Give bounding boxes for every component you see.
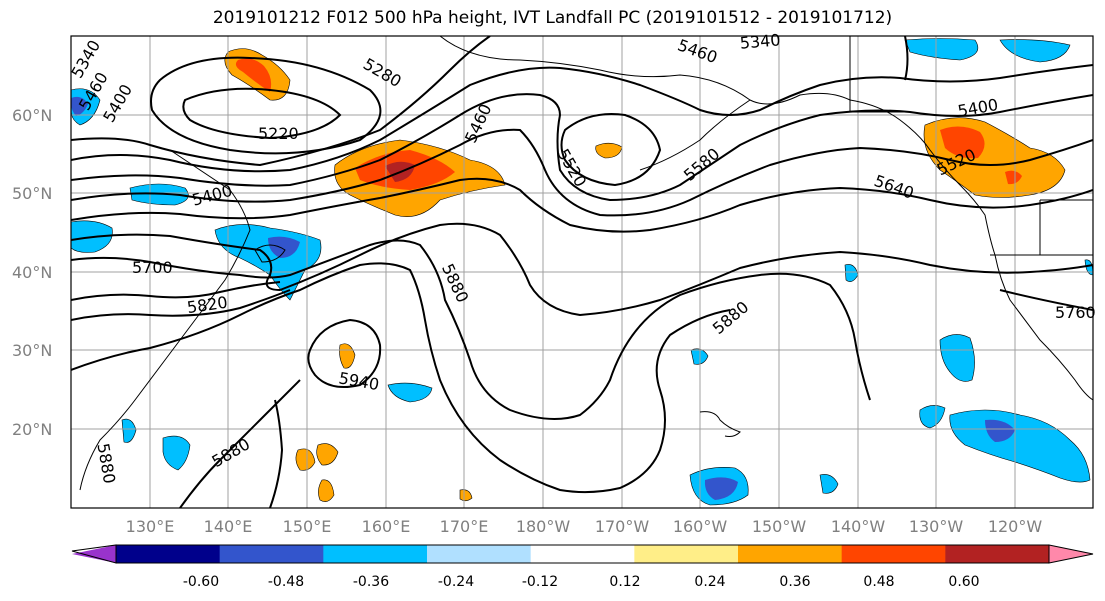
lat-label: 50°N [12,184,52,203]
colorbar-tick-label: -0.12 [522,574,558,590]
latitude-labels: 60°N 50°N 40°N 30°N 20°N [12,106,52,439]
contour-label: 5760 [1055,303,1096,322]
lon-label: 170°E [440,517,489,536]
lat-label: 60°N [12,106,52,125]
colorbar-tick-label: 0.12 [609,574,640,590]
colorbar-segment [323,545,428,563]
colorbar-segment [530,545,635,563]
coastlines [79,36,1093,491]
contour-label: 5700 [132,258,173,277]
colorbar-tick-label: -0.24 [438,574,474,590]
map-title: 2019101212 F012 500 hPa height, IVT Land… [212,8,893,28]
longitude-labels: 130°E 140°E 150°E 160°E 170°E 180°W 170°… [126,517,1043,536]
height-contours [71,36,1093,508]
colorbar-tick-label: 0.36 [779,574,810,590]
colorbar-segment [427,545,532,563]
lon-label: 160°W [673,517,728,536]
colorbar-segment [634,545,739,563]
colorbar-tick-label: 0.48 [863,574,894,590]
contour-label: 5220 [258,124,299,143]
colorbar-tick-label: 0.60 [948,574,979,590]
lat-label: 20°N [12,420,52,439]
lon-label: 150°E [283,517,332,536]
lon-label: 180°W [516,517,571,536]
colorbar-tick-label: -0.60 [183,574,219,590]
map-border [70,35,1094,509]
gridlines [71,36,1093,508]
colorbar-segment [1049,545,1093,563]
colorbar-segment [841,545,946,563]
colorbar-segment [116,545,221,563]
colorbar-ticks: -0.60 -0.48 -0.36 -0.24 -0.12 0.12 0.24 … [183,574,980,590]
colorbar: -0.60 -0.48 -0.36 -0.24 -0.12 0.12 0.24 … [71,544,1094,590]
lon-label: 120°W [988,517,1043,536]
colorbar-right-arrow-outline [1048,544,1094,564]
colorbar-segment [219,545,324,563]
colorbar-segment [738,545,843,563]
colorbar-segment [945,545,1050,563]
contour-label: 5340 [739,30,781,52]
lon-label: 130°W [909,517,964,536]
lon-label: 140°E [204,517,253,536]
lon-label: 160°E [362,517,411,536]
colorbar-tick-label: -0.36 [353,574,389,590]
lon-label: 170°W [595,517,650,536]
colorbar-segment [72,545,116,563]
lon-label: 140°W [831,517,886,536]
ivt-negative-anomaly [71,38,1093,506]
colorbar-tick-label: -0.48 [268,574,304,590]
colorbar-tick-label: 0.24 [694,574,725,590]
lat-label: 30°N [12,341,52,360]
lat-label: 40°N [12,263,52,282]
lon-label: 130°E [126,517,175,536]
lon-label: 150°W [752,517,807,536]
colorbar-segments [72,545,1093,563]
